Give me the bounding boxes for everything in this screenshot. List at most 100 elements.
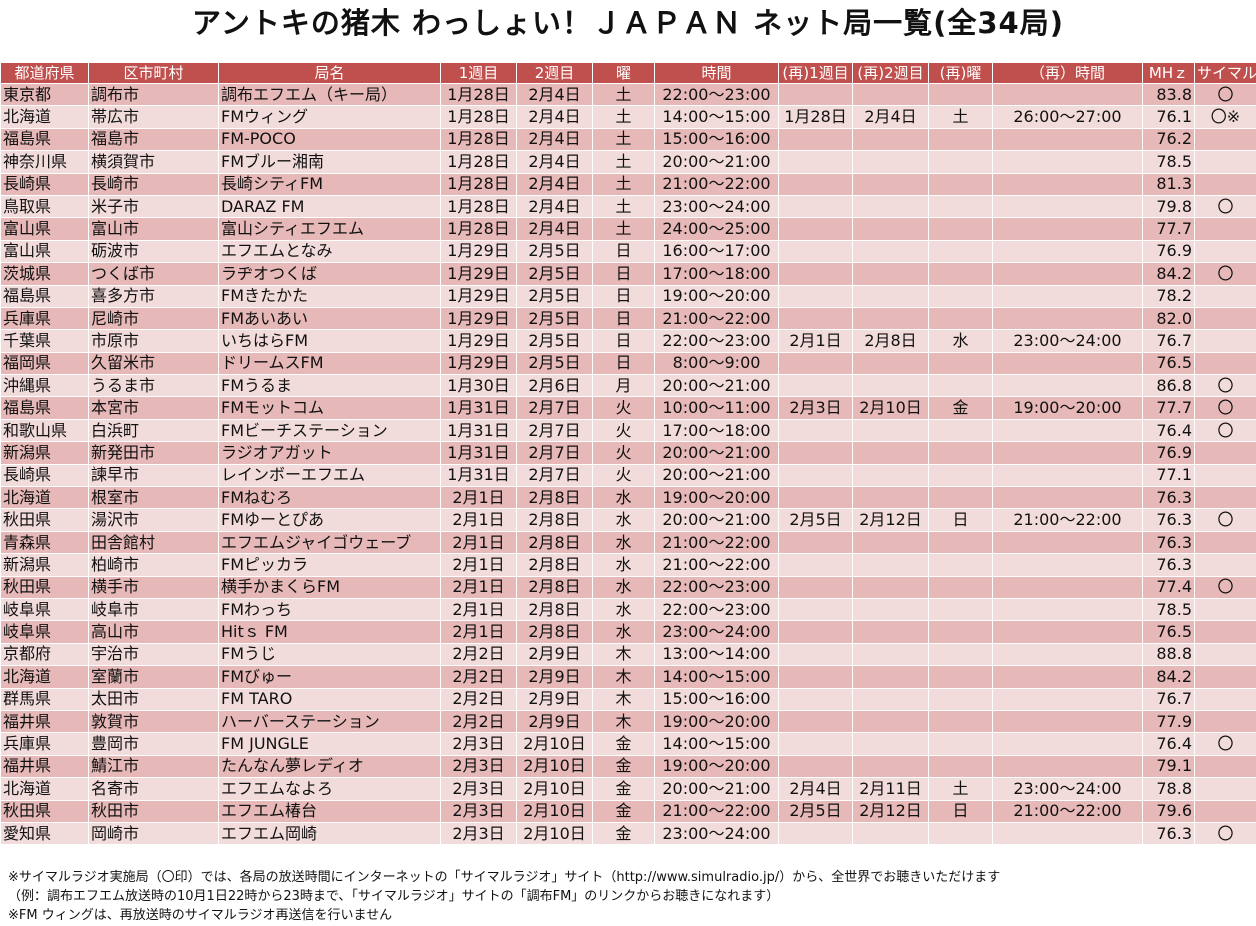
cell-city: 鯖江市 <box>88 754 219 779</box>
cell-mhz: 76.3 <box>1142 486 1195 510</box>
cell-week1: 1月28日 <box>440 150 517 174</box>
cell-mhz: 76.9 <box>1142 441 1195 465</box>
cell-re-week1 <box>778 597 853 622</box>
cell-time: 13:00～14:00 <box>654 642 779 667</box>
cell-week2: 2月5日 <box>516 262 593 286</box>
header-re-week1: (再)1週目 <box>778 62 853 84</box>
cell-week1: 1月29日 <box>440 329 517 353</box>
cell-day: 木 <box>592 687 655 711</box>
cell-station: エフエムとなみ <box>218 239 441 264</box>
cell-simul <box>1194 553 1256 577</box>
cell-week1: 1月28日 <box>440 194 517 219</box>
cell-re-week1 <box>778 172 853 196</box>
cell-city: 室蘭市 <box>88 665 219 689</box>
cell-prefecture: 北海道 <box>0 665 89 689</box>
cell-re-week2 <box>852 239 929 264</box>
cell-city: 敦賀市 <box>88 709 219 734</box>
cell-re-week2 <box>852 351 929 376</box>
cell-week2: 2月9日 <box>516 709 593 734</box>
cell-re-week1 <box>778 262 853 286</box>
cell-prefecture: 茨城県 <box>0 262 89 286</box>
cell-week1: 2月1日 <box>440 530 517 555</box>
cell-city: 尼崎市 <box>88 306 219 331</box>
header-city: 区市町村 <box>88 62 219 84</box>
header-week2: 2週目 <box>516 62 593 84</box>
cell-city: 横須賀市 <box>88 150 219 174</box>
cell-week2: 2月9日 <box>516 665 593 689</box>
cell-prefecture: 和歌山県 <box>0 418 89 443</box>
cell-re-time: 21:00～22:00 <box>992 799 1143 823</box>
cell-mhz: 76.4 <box>1142 418 1195 443</box>
cell-city: 喜多方市 <box>88 284 219 308</box>
cell-prefecture: 福島県 <box>0 284 89 308</box>
cell-simul: 〇 <box>1194 732 1256 756</box>
cell-re-day <box>928 217 993 241</box>
cell-week2: 2月5日 <box>516 239 593 264</box>
cell-re-week1 <box>778 418 853 443</box>
table-row: 秋田県 湯沢市 FMゆーとぴあ 2月1日 2月8日水 20:00～21:00 2月5日 2月1… <box>0 508 1256 532</box>
cell-prefecture: 福井県 <box>0 709 89 734</box>
cell-re-week1 <box>778 575 853 599</box>
footnote-fm-wing: ※FM ウィングは、再放送時のサイマルラジオ再送信を行いません <box>8 908 393 923</box>
cell-week1: 2月2日 <box>440 665 517 689</box>
cell-re-week2: 2月10日 <box>852 396 929 420</box>
cell-re-time <box>992 194 1143 219</box>
cell-week1: 1月30日 <box>440 374 517 398</box>
table-row: 福岡県 久留米市 ドリームスFM 1月29日 2月5日日 8:00～9:00 76.5 <box>0 351 1256 376</box>
cell-re-week1 <box>778 687 853 711</box>
cell-re-day <box>928 351 993 376</box>
cell-day: 水 <box>592 553 655 577</box>
cell-city: 豊岡市 <box>88 732 219 756</box>
cell-simul <box>1194 777 1256 801</box>
page-title: アントキの猪木 わっしょい！ＪＡＰＡＮ ネット局一覧(全34局) <box>192 6 1064 40</box>
cell-day: 金 <box>592 754 655 779</box>
cell-city: 宇治市 <box>88 642 219 667</box>
cell-city: 高山市 <box>88 620 219 644</box>
cell-day: 火 <box>592 418 655 443</box>
cell-mhz: 76.7 <box>1142 329 1195 353</box>
header-mhz: MHｚ <box>1142 62 1195 84</box>
cell-re-time <box>992 709 1143 734</box>
table-row: 富山県 砺波市 エフエムとなみ 1月29日 2月5日日 16:00～17:00 76.9 <box>0 239 1256 264</box>
cell-re-week1 <box>778 194 853 219</box>
footnote-example: （例：調布エフエム放送時の10月1日22時から23時まで、「サイマルラジオ」サイ… <box>8 889 780 904</box>
cell-mhz: 79.8 <box>1142 194 1195 219</box>
cell-city: つくば市 <box>88 262 219 286</box>
cell-mhz: 77.1 <box>1142 463 1195 488</box>
cell-simul <box>1194 329 1256 353</box>
cell-week2: 2月9日 <box>516 642 593 667</box>
cell-re-week2 <box>852 575 929 599</box>
cell-station: DARAZ FM <box>218 194 441 219</box>
cell-re-time <box>992 172 1143 196</box>
cell-re-day <box>928 463 993 488</box>
cell-mhz: 76.3 <box>1142 553 1195 577</box>
cell-re-day <box>928 262 993 286</box>
table-row: 青森県 田舎館村 エフエムジャイゴウェーブ 2月1日 2月8日水 21:00～22:00 7… <box>0 530 1256 555</box>
cell-re-week1: 2月1日 <box>778 329 853 353</box>
cell-day: 火 <box>592 396 655 420</box>
cell-prefecture: 千葉県 <box>0 329 89 353</box>
cell-time: 20:00～21:00 <box>654 463 779 488</box>
table-row: 和歌山県 白浜町 FMビーチステーション 1月31日 2月7日火 17:00～18:00 7… <box>0 418 1256 443</box>
cell-re-day <box>928 194 993 219</box>
cell-time: 22:00～23:00 <box>654 82 779 107</box>
cell-week2: 2月7日 <box>516 396 593 420</box>
cell-simul <box>1194 172 1256 196</box>
table-row: 沖縄県 うるま市 FMうるま 1月30日 2月6日月 20:00～21:00 86.8 〇 <box>0 374 1256 398</box>
cell-station: FMモットコム <box>218 396 441 420</box>
cell-time: 19:00～20:00 <box>654 284 779 308</box>
cell-simul <box>1194 530 1256 555</box>
cell-re-day <box>928 665 993 689</box>
table-row: 北海道 名寄市 エフエムなよろ 2月3日 2月10日金 20:00～21:00 2月4日 2月… <box>0 777 1256 801</box>
header-re-time: （再）時間 <box>992 62 1143 84</box>
cell-time: 24:00～25:00 <box>654 217 779 241</box>
cell-city: 市原市 <box>88 329 219 353</box>
cell-week1: 1月28日 <box>440 217 517 241</box>
cell-re-time <box>992 262 1143 286</box>
cell-prefecture: 富山県 <box>0 239 89 264</box>
cell-re-day <box>928 687 993 711</box>
cell-re-time <box>992 687 1143 711</box>
cell-re-week2 <box>852 553 929 577</box>
cell-prefecture: 福島県 <box>0 396 89 420</box>
cell-mhz: 78.5 <box>1142 150 1195 174</box>
